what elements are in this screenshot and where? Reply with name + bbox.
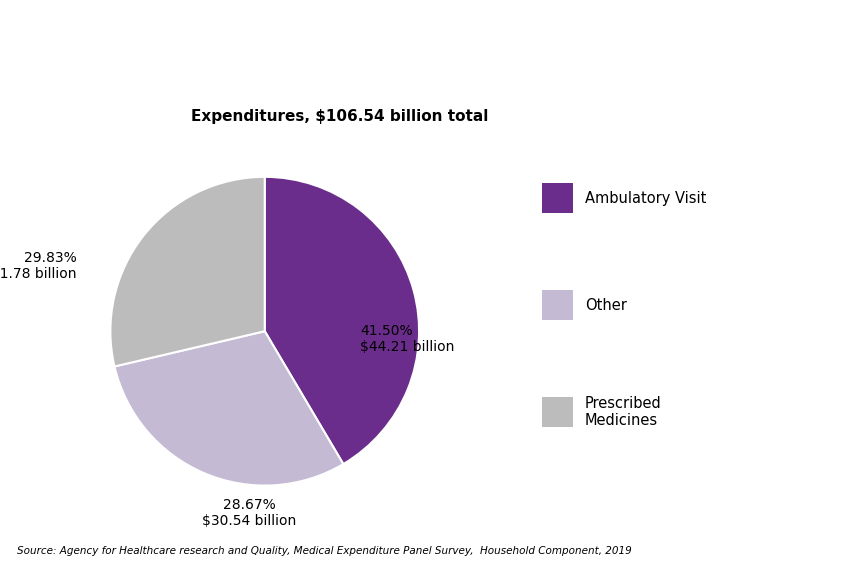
Text: Source: Agency for Healthcare research and Quality, Medical Expenditure Panel Su: Source: Agency for Healthcare research a… [17,545,631,556]
Text: 29.83%
$31.78 billion: 29.83% $31.78 billion [0,251,76,282]
Text: Other: Other [584,298,626,313]
FancyBboxPatch shape [541,290,572,320]
Text: Expenditures, $106.54 billion total: Expenditures, $106.54 billion total [191,109,488,124]
Wedge shape [264,177,419,464]
Text: Figure 4. Percentage distribution of expenditures for treatment
of mental disord: Figure 4. Percentage distribution of exp… [51,36,631,85]
Wedge shape [110,177,264,366]
Text: Ambulatory Visit: Ambulatory Visit [584,191,705,206]
FancyBboxPatch shape [541,183,572,214]
Text: 41.50%
$44.21 billion: 41.50% $44.21 billion [360,324,455,354]
Wedge shape [114,331,343,486]
FancyBboxPatch shape [541,397,572,427]
Text: 28.67%
$30.54 billion: 28.67% $30.54 billion [202,498,296,528]
Text: Prescribed
Medicines: Prescribed Medicines [584,396,661,429]
